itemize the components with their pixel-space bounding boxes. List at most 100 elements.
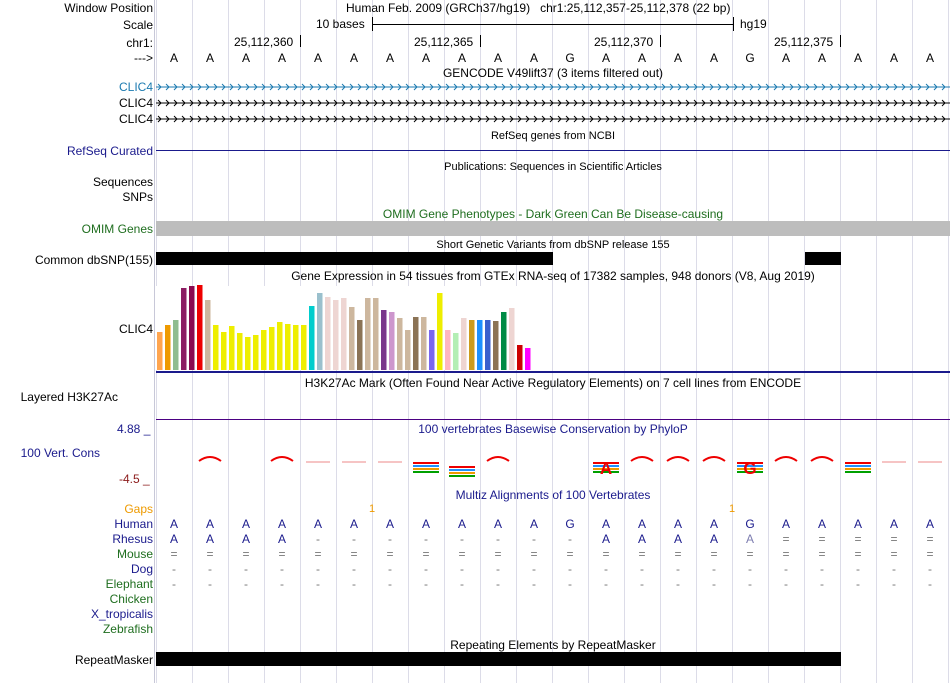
phylop-conservation-mark <box>774 456 798 462</box>
gtex-tissue-bar[interactable] <box>181 288 187 370</box>
gtex-tissue-bar[interactable] <box>509 308 515 370</box>
gtex-tissue-bar[interactable] <box>165 325 171 370</box>
gtex-tissue-bar[interactable] <box>205 300 211 370</box>
gencode-item-label-2[interactable]: CLIC4 <box>118 96 153 110</box>
gtex-tissue-bar[interactable] <box>341 298 347 370</box>
gtex-tissue-bar[interactable] <box>373 298 379 370</box>
gtex-tissue-bar[interactable] <box>405 330 411 370</box>
gtex-tissue-bar[interactable] <box>301 325 307 370</box>
phylop-title[interactable]: 100 vertebrates Basewise Conservation by… <box>418 422 688 436</box>
gencode-track[interactable] <box>156 80 950 130</box>
gtex-tissue-bar[interactable] <box>349 307 355 370</box>
gtex-tissue-bar[interactable] <box>333 300 339 370</box>
gtex-tissue-bar[interactable] <box>197 285 203 370</box>
omim-feature-bar[interactable] <box>156 221 950 236</box>
species-label-rhesus[interactable]: Rhesus <box>112 532 153 546</box>
grid-line <box>552 0 553 683</box>
species-label-dog[interactable]: Dog <box>130 562 153 576</box>
alignment-base: = <box>890 547 898 561</box>
phylop-max-label: 4.88 _ <box>117 422 151 436</box>
dbsnp-title[interactable]: Short Genetic Variants from dbSNP releas… <box>436 239 670 251</box>
gtex-tissue-bar[interactable] <box>365 298 371 370</box>
multiz-title[interactable]: Multiz Alignments of 100 Vertebrates <box>455 488 651 502</box>
repeatmasker-title[interactable]: Repeating Elements by RepeatMasker <box>450 638 656 652</box>
gtex-tissue-bar[interactable] <box>245 337 251 370</box>
gaps-label[interactable]: Gaps <box>124 502 153 516</box>
publications-sequences-label[interactable]: Sequences <box>92 175 153 189</box>
gtex-tissue-bar[interactable] <box>237 333 243 370</box>
alignment-base: - <box>640 577 644 591</box>
omim-title[interactable]: OMIM Gene Phenotypes - Dark Green Can Be… <box>382 207 724 221</box>
gtex-tissue-bar[interactable] <box>221 332 227 370</box>
h3k27ac-title[interactable]: H3K27Ac Mark (Often Found Near Active Re… <box>304 376 802 390</box>
species-label-elephant[interactable]: Elephant <box>105 577 153 591</box>
gtex-tissue-bar[interactable] <box>501 312 507 370</box>
dbsnp-variant-bar-2[interactable] <box>805 252 841 265</box>
repeatmasker-element-bar[interactable] <box>156 652 841 666</box>
gtex-tissue-bar[interactable] <box>421 317 427 370</box>
repeatmasker-label[interactable]: RepeatMasker <box>74 653 153 667</box>
publications-title[interactable]: Publications: Sequences in Scientific Ar… <box>444 161 662 173</box>
gtex-tissue-bar[interactable] <box>317 293 323 370</box>
gtex-tissue-bar[interactable] <box>397 318 403 370</box>
h3k27ac-label[interactable]: Layered H3K27Ac <box>20 390 118 404</box>
gencode-item-label-3[interactable]: CLIC4 <box>118 112 153 126</box>
gtex-tissue-bar[interactable] <box>493 321 499 370</box>
gtex-tissue-bar[interactable] <box>413 317 419 370</box>
alignment-base: - <box>316 532 320 546</box>
gtex-tissue-bar[interactable] <box>229 326 235 370</box>
gtex-tissue-bar[interactable] <box>453 333 459 370</box>
gtex-tissue-bar[interactable] <box>173 320 179 370</box>
gtex-tissue-bar[interactable] <box>389 312 395 370</box>
alignment-base: A <box>277 517 286 531</box>
gtex-tissue-bar[interactable] <box>517 345 523 370</box>
gtex-tissue-bar[interactable] <box>445 330 451 370</box>
gtex-tissue-bar[interactable] <box>189 286 195 370</box>
phylop-label[interactable]: 100 Vert. Cons <box>20 446 100 460</box>
alignment-base: - <box>532 562 536 576</box>
gencode-item-label-1[interactable]: CLIC4 <box>118 80 153 94</box>
gtex-tissue-bar[interactable] <box>157 332 163 370</box>
gtex-tissue-bar[interactable] <box>285 324 291 370</box>
gtex-label[interactable]: CLIC4 <box>118 322 153 336</box>
species-label-human[interactable]: Human <box>114 517 153 531</box>
gtex-tissue-bar[interactable] <box>253 335 259 370</box>
gtex-tissue-bar[interactable] <box>277 322 283 370</box>
gtex-tissue-bar[interactable] <box>357 320 363 370</box>
gtex-tissue-bar[interactable] <box>261 330 267 370</box>
gtex-tissue-bar[interactable] <box>325 297 331 370</box>
gap-mark-2: 1 <box>729 503 736 515</box>
species-label-chicken[interactable]: Chicken <box>109 592 153 606</box>
species-label-mouse[interactable]: Mouse <box>116 547 153 561</box>
gtex-tissue-bar[interactable] <box>437 293 443 370</box>
gtex-tissue-bar[interactable] <box>469 320 475 370</box>
gtex-title[interactable]: Gene Expression in 54 tissues from GTEx … <box>291 269 815 283</box>
gtex-tissue-bar[interactable] <box>525 348 531 370</box>
gtex-tissue-bar[interactable] <box>381 310 387 370</box>
grid-line <box>804 0 805 683</box>
publications-snps-label[interactable]: SNPs <box>122 190 153 204</box>
chrom-label: chr1: <box>126 36 153 50</box>
gtex-panel <box>156 286 540 370</box>
omim-label[interactable]: OMIM Genes <box>81 222 153 236</box>
gtex-bar-chart[interactable] <box>156 282 950 372</box>
gtex-tissue-bar[interactable] <box>269 327 275 370</box>
refseq-label[interactable]: RefSeq Curated <box>66 144 153 158</box>
gencode-title[interactable]: GENCODE V49lift37 (3 items filtered out) <box>442 66 664 80</box>
species-label-x_tropicalis[interactable]: X_tropicalis <box>90 607 153 621</box>
species-label-zebrafish[interactable]: Zebrafish <box>102 622 153 636</box>
refseq-title[interactable]: RefSeq genes from NCBI <box>490 130 616 142</box>
tick-mark-1 <box>300 35 301 47</box>
phylop-conservation-mark <box>630 456 654 462</box>
gtex-tissue-bar[interactable] <box>293 325 299 370</box>
gtex-tissue-bar[interactable] <box>461 318 467 370</box>
gtex-tissue-bar[interactable] <box>429 330 435 370</box>
gtex-tissue-bar[interactable] <box>309 306 315 370</box>
gtex-tissue-bar[interactable] <box>477 320 483 370</box>
alignment-base: = <box>782 547 790 561</box>
gtex-tissue-bar[interactable] <box>213 325 219 370</box>
gtex-tissue-bar[interactable] <box>485 320 491 370</box>
dbsnp-variant-bar-1[interactable] <box>156 252 553 265</box>
dbsnp-label[interactable]: Common dbSNP(155) <box>34 253 153 267</box>
